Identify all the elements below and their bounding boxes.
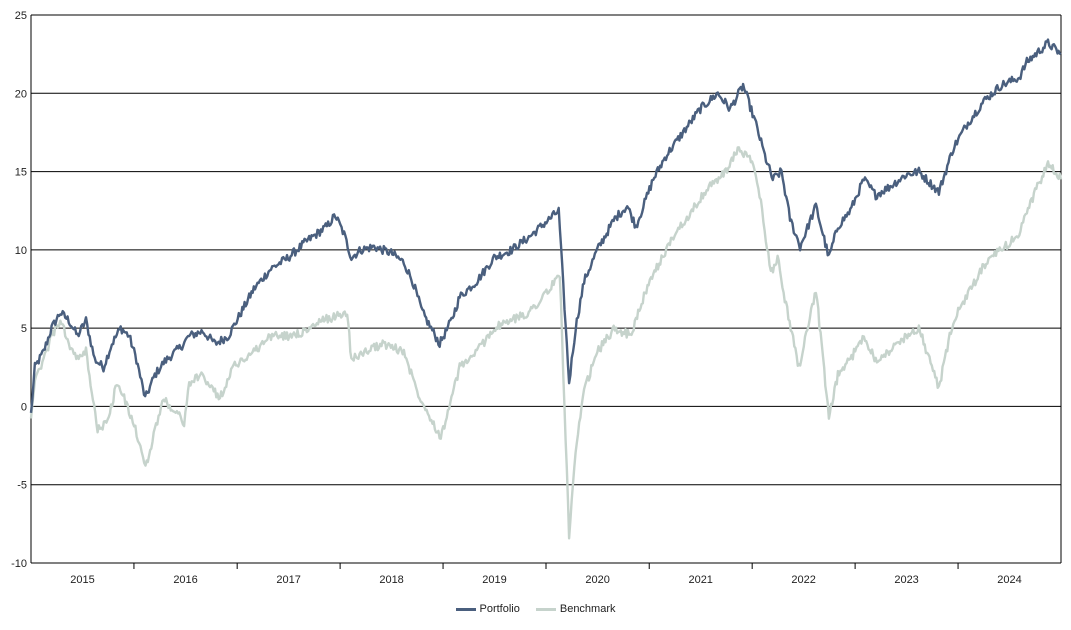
chart-canvas: -10 -5 0 5 10 15 20 25 2015 2016 2017 2018 2019 2020 2…: [11, 10, 1063, 586]
x-tick-label-2018: 2018: [379, 574, 403, 586]
series-line-benchmark: [29, 146, 1063, 540]
x-tick-label-2021: 2021: [688, 574, 712, 586]
series-line-portfolio: [29, 38, 1062, 414]
y-tick-label-1: -5: [17, 480, 27, 492]
y-tick-label-5: 15: [15, 167, 27, 179]
x-tick-label-2019: 2019: [482, 574, 506, 586]
y-tick-label-2: 0: [21, 401, 27, 413]
y-tick-label-7: 25: [15, 10, 27, 22]
x-tick-label-2024: 2024: [997, 574, 1021, 586]
legend-item-benchmark: Benchmark: [535, 603, 616, 616]
y-tick-label-6: 20: [15, 88, 27, 100]
x-tick-label-2016: 2016: [173, 574, 197, 586]
legend-label: Benchmark: [559, 603, 616, 616]
legend-item-portfolio: Portfolio: [455, 603, 520, 616]
chart-legend: Portfolio Benchmark: [0, 603, 1071, 615]
y-tick-label-0: -10: [11, 558, 27, 570]
x-tick-label-2023: 2023: [894, 574, 918, 586]
y-tick-label-3: 5: [21, 323, 27, 335]
legend-swatch-benchmark: [535, 607, 556, 611]
x-tick-label-2015: 2015: [70, 574, 94, 586]
x-tick-label-2022: 2022: [791, 574, 815, 586]
legend-swatch-portfolio: [455, 607, 476, 611]
y-tick-label-4: 10: [15, 245, 27, 257]
x-tick-label-2017: 2017: [276, 574, 300, 586]
x-tick-label-2020: 2020: [585, 574, 609, 586]
legend-label: Portfolio: [479, 603, 520, 616]
